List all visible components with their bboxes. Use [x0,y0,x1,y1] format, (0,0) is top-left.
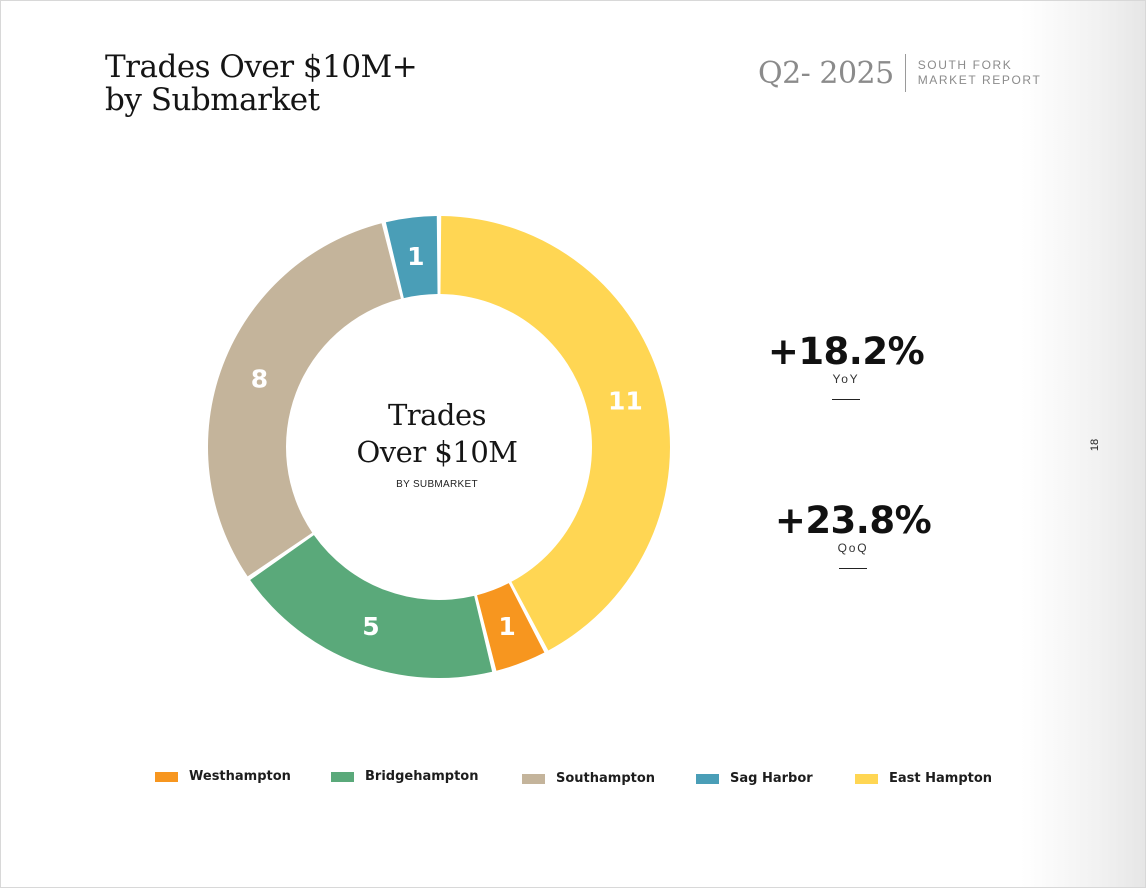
donut-center-title: Trades Over $10M [297,397,577,471]
yoy-stat: +18.2% YoY [746,332,946,400]
qoq-rule [839,568,867,569]
legend-swatch-westhampton [155,771,178,782]
report-name: SOUTH FORK MARKET REPORT [918,58,1042,88]
donut-slices [207,216,670,678]
donut-slice-southampton [207,223,401,577]
page-title-line2: by Submarket [105,82,320,118]
qoq-stat: +23.8% QoQ [753,501,953,569]
legend-item-bridgehampton: Bridgehampton [331,769,478,784]
donut-slice-sag-harbor [385,216,438,299]
page-title: Trades Over $10M+ by Submarket [105,49,418,118]
legend-label-westhampton: Westhampton [189,769,291,784]
legend-swatch-southampton [522,773,545,784]
legend-swatch-bridgehampton [331,771,354,782]
legend-label-southampton: Southampton [556,771,656,786]
donut-slice-bridgehampton [250,535,493,678]
report-header: Q2- 2025 SOUTH FORK MARKET REPORT [758,53,1041,93]
donut-slice-value-bridgehampton: 5 [362,612,379,641]
donut-slice-westhampton [477,583,545,671]
legend-item-east-hampton: East Hampton [855,771,992,786]
page-number: 18 [1089,438,1101,452]
legend-swatch-east-hampton [855,773,878,784]
chart-legend: Westhampton Bridgehampton Southampton Sag H… [1,769,1145,793]
legend-item-westhampton: Westhampton [155,769,291,784]
yoy-value: +18.2% [767,330,925,373]
donut-slice-value-southampton: 8 [251,364,268,393]
donut-center-label: Trades Over $10M BY SUBMARKET [297,397,577,490]
qoq-label: QoQ [837,541,869,555]
legend-label-sag-harbor: Sag Harbor [730,771,813,786]
legend-item-sag-harbor: Sag Harbor [696,771,813,786]
report-name-line2: MARKET REPORT [917,73,1042,87]
donut-slice-value-sag-harbor: 1 [407,242,424,271]
donut-center-title-line2: Over $10M [356,435,518,469]
donut-center-subtitle: BY SUBMARKET [396,479,478,490]
quarter-label: Q2- 2025 [758,55,894,91]
legend-label-east-hampton: East Hampton [889,771,993,786]
legend-swatch-sag-harbor [696,773,719,784]
yoy-label: YoY [832,372,860,386]
page-title-line1: Trades Over $10M+ [105,49,418,85]
legend-label-bridgehampton: Bridgehampton [365,769,479,784]
donut-slice-east-hampton [440,216,670,651]
qoq-value: +23.8% [774,499,932,542]
legend-item-southampton: Southampton [522,771,655,786]
donut-center-title-line1: Trades [387,398,487,432]
yoy-rule [832,399,860,400]
report-name-line1: SOUTH FORK [917,58,1013,72]
donut-slice-value-westhampton: 1 [498,612,515,641]
donut-slice-value-east-hampton: 11 [608,387,643,416]
header-divider [904,54,906,92]
